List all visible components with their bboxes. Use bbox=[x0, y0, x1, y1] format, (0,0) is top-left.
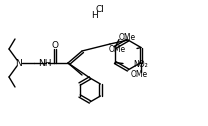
Text: OMe: OMe bbox=[119, 33, 136, 42]
Text: Cl: Cl bbox=[95, 5, 104, 13]
Text: NH: NH bbox=[38, 58, 52, 68]
Text: H: H bbox=[91, 10, 98, 20]
Text: O: O bbox=[52, 40, 58, 50]
Text: OMe: OMe bbox=[109, 45, 126, 54]
Text: N: N bbox=[15, 58, 21, 68]
Text: OMe: OMe bbox=[130, 70, 147, 79]
Text: NO₂: NO₂ bbox=[133, 60, 148, 69]
